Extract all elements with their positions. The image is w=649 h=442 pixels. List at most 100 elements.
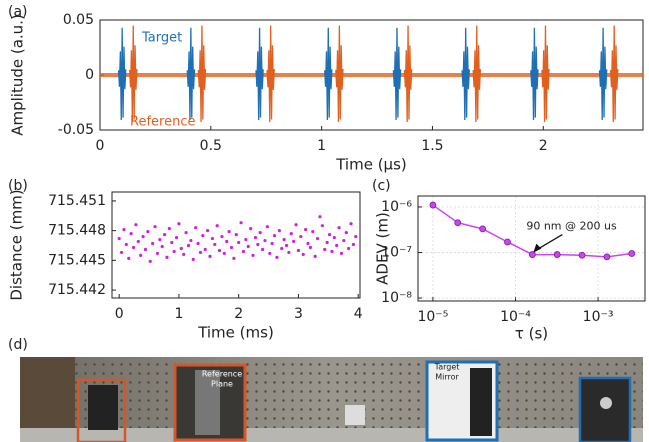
point (136, 239, 140, 244)
arrow-head (533, 243, 542, 253)
point (217, 248, 222, 253)
point (299, 234, 303, 239)
point (189, 238, 193, 243)
point (628, 250, 636, 257)
pulse (186, 27, 196, 120)
legend-label: Reference (130, 115, 195, 130)
mount (20, 357, 75, 442)
point (335, 243, 339, 248)
point (327, 232, 332, 237)
point (158, 237, 162, 242)
pulse (266, 25, 275, 123)
point (220, 234, 224, 239)
point (127, 256, 131, 260)
point (265, 225, 269, 229)
pulse (128, 25, 138, 123)
y-tick-label: 715.448 (48, 223, 106, 239)
y-tick-label: 0 (85, 67, 94, 83)
x-tick-label: 0 (115, 306, 124, 322)
point (227, 230, 231, 234)
point (210, 236, 214, 241)
point (146, 230, 150, 234)
x-tick-label: 10⁻³ (583, 309, 614, 325)
point (117, 236, 121, 241)
point (134, 223, 138, 227)
noise-floor (100, 73, 643, 77)
point (256, 242, 260, 247)
plot-frame (417, 195, 646, 302)
point (234, 232, 238, 237)
point (429, 201, 437, 209)
point (213, 242, 217, 247)
point (268, 251, 272, 256)
point (165, 255, 169, 259)
point (258, 231, 262, 235)
y-axis-label: Distance (mm) (8, 189, 26, 300)
x-tick-label: 10⁻⁴ (500, 309, 531, 325)
x-tick-label: 2 (234, 306, 243, 322)
pulse (255, 27, 264, 120)
point (206, 229, 210, 233)
x-tick-label: 0.5 (200, 138, 222, 154)
point (139, 253, 143, 258)
plot-frame (111, 191, 361, 299)
pulse (117, 27, 127, 120)
point (203, 247, 207, 252)
point (311, 230, 315, 234)
point (284, 243, 289, 248)
panel-label: (c) (372, 178, 391, 194)
point (119, 250, 124, 255)
point (318, 215, 322, 219)
point (186, 243, 191, 248)
y-tick-label: 0.05 (63, 12, 94, 28)
x-tick-label: 0 (96, 138, 105, 154)
x-tick-label: 10⁻⁵ (417, 309, 448, 325)
point (249, 227, 253, 231)
point (179, 246, 183, 251)
point (332, 235, 336, 240)
point (337, 226, 341, 230)
point (330, 249, 334, 254)
point (479, 225, 487, 233)
point (184, 231, 188, 235)
point (194, 226, 198, 230)
point (339, 251, 344, 256)
y-tick-label: 10⁻⁷ (381, 244, 412, 260)
pulse (335, 25, 344, 123)
point (253, 235, 258, 240)
y-axis-label: ADEV (m) (374, 212, 392, 285)
point (174, 235, 179, 240)
point (342, 238, 346, 243)
point (201, 233, 205, 238)
point (294, 223, 298, 227)
pulse (392, 27, 402, 120)
point (289, 232, 293, 236)
pulse (609, 25, 619, 123)
point (301, 252, 305, 257)
target-mirror (470, 368, 492, 436)
x-tick-label: 4 (354, 306, 363, 322)
pulse (197, 25, 207, 123)
point (229, 245, 234, 250)
point (153, 225, 157, 229)
legend-label: Target (141, 31, 182, 46)
point (246, 244, 250, 249)
point (196, 241, 200, 246)
point (198, 250, 203, 255)
point (237, 240, 241, 245)
point (170, 240, 174, 245)
point (129, 232, 133, 236)
point (143, 247, 148, 252)
point (323, 247, 327, 252)
y-tick-label: 10⁻⁶ (381, 199, 412, 215)
point (122, 228, 126, 232)
inset-label: Plane (211, 380, 233, 389)
annotation: 90 nm @ 200 us (526, 220, 617, 233)
x-axis-label: Time (μs) (335, 156, 407, 174)
reference-plane (195, 370, 220, 435)
y-tick-label: 715.442 (48, 282, 106, 298)
point (603, 253, 611, 261)
point (215, 224, 219, 228)
point (313, 254, 317, 258)
pulse (598, 27, 608, 120)
